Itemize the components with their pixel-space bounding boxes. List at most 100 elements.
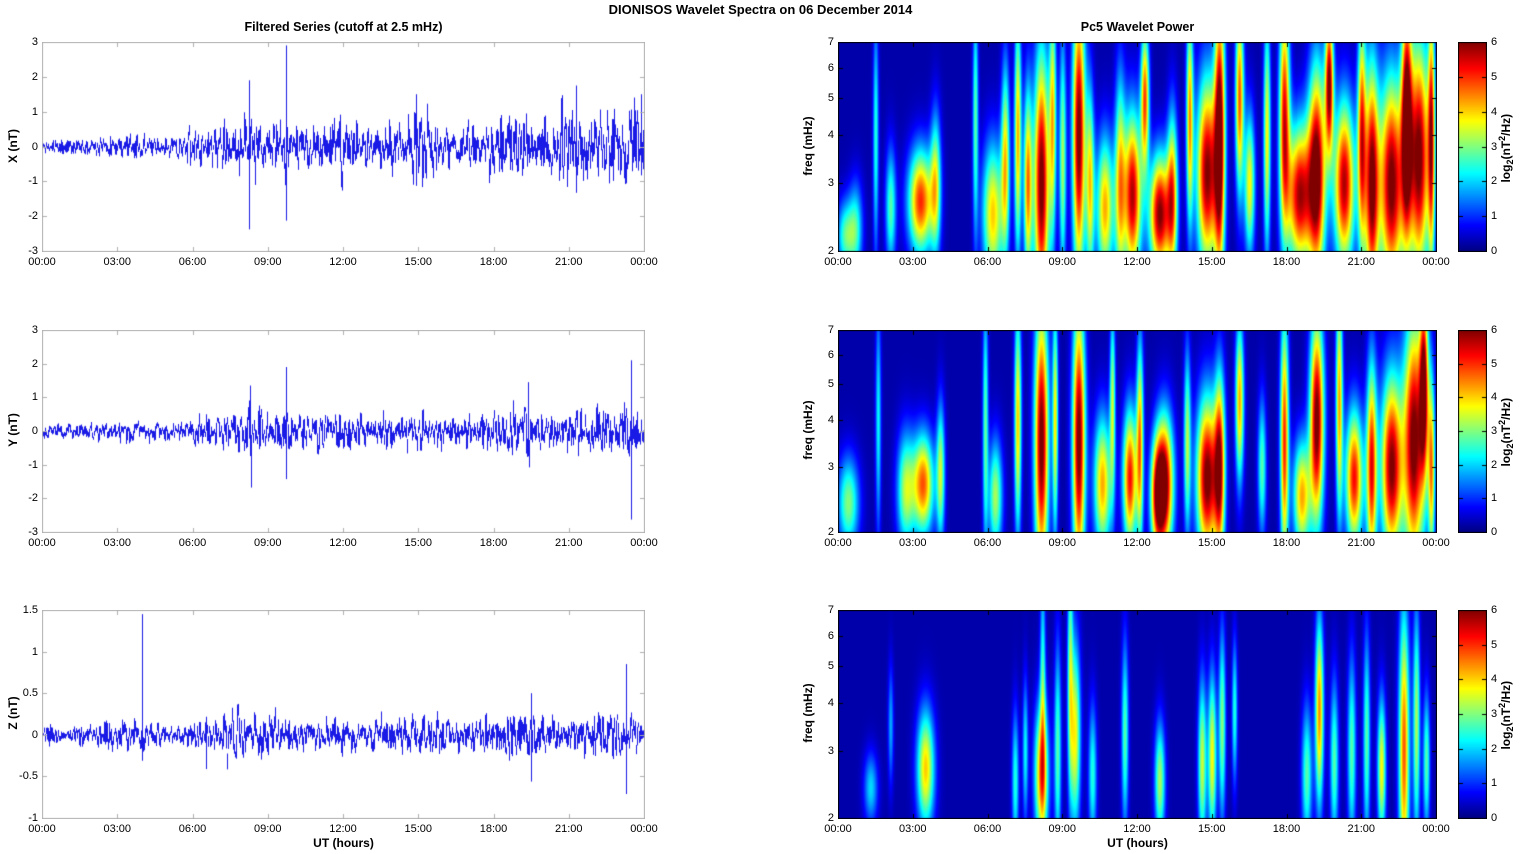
y-tick-label: 2: [827, 245, 834, 257]
x-tick-label: 12:00: [329, 537, 357, 549]
colorbar-tick-label: 1: [1491, 492, 1498, 505]
y-tick-label: 1: [31, 391, 38, 404]
colorbar-label-sub2: 2: [1505, 159, 1516, 165]
x-tick-label: 21:00: [1347, 823, 1376, 835]
x-tick-label: 03:00: [103, 537, 132, 549]
colorbar-tick-label: 5: [1491, 638, 1498, 651]
colorbar-z-canvas: [1458, 610, 1487, 819]
y-tick-label: 4: [827, 696, 834, 709]
y-tick-label: 3: [827, 460, 834, 473]
figure-title: DIONISOS Wavelet Spectra on 06 December …: [608, 2, 913, 17]
x-tick-label: 15:00: [1197, 256, 1226, 268]
x-tick-label: 09:00: [253, 823, 282, 835]
y-tick-label: 6: [827, 629, 834, 642]
x-tick-label: 21:00: [554, 537, 583, 549]
colorbar-tick-label: 1: [1491, 777, 1498, 790]
x-tick-label: 06:00: [178, 537, 207, 549]
timeseries-y-panel: [42, 330, 645, 533]
timeseries-x-panel: [42, 42, 645, 252]
colorbar-x-canvas: [1458, 42, 1487, 252]
y-tick-label: 4: [827, 129, 834, 142]
x-tick-label: 18:00: [1272, 256, 1301, 268]
x-tick-label: 21:00: [1347, 537, 1376, 549]
colorbar-tick-label: 4: [1491, 105, 1498, 118]
y-tick-label: 7: [827, 36, 834, 48]
colorbar-tick-label: 2: [1491, 458, 1498, 471]
spectrogram-x-panel: [838, 42, 1437, 252]
colorbar-tick-label: 6: [1491, 324, 1498, 336]
y-tick-label: 2: [827, 812, 834, 824]
colorbar-tick-label: 4: [1491, 673, 1498, 686]
x-tick-label: 00:00: [1422, 823, 1450, 835]
colorbar-tick-label: 3: [1491, 140, 1498, 153]
colorbar-tick-label: 0: [1491, 526, 1498, 538]
y-tick-label: 0: [31, 140, 38, 153]
y-tick-label: 4: [827, 414, 834, 427]
x-tick-label: 18:00: [479, 256, 508, 268]
y-tick-label: -1: [28, 175, 38, 188]
x-tick-label: 00:00: [630, 256, 658, 268]
y-tick-label: -1: [28, 812, 38, 824]
x-tick-label: 00:00: [28, 537, 56, 549]
x-tick-label: 00:00: [1422, 256, 1450, 268]
y-tick-label: 3: [827, 177, 834, 190]
x-tick-label: 12:00: [329, 256, 357, 268]
colorbar-tick-label: 0: [1491, 245, 1498, 257]
x-tick-label: 00:00: [630, 823, 658, 835]
y-tick-label: 5: [827, 659, 834, 672]
spectrogram-y-panel: [838, 330, 1437, 533]
x-tick-label: 21:00: [1347, 256, 1376, 268]
x-tick-label: 12:00: [329, 823, 357, 835]
y-tick-label: -2: [28, 492, 38, 505]
colorbar-x: [1458, 42, 1487, 252]
x-tick-label: 09:00: [1048, 537, 1077, 549]
x-tick-label: 03:00: [898, 537, 927, 549]
x-tick-label: 00:00: [824, 823, 852, 835]
colorbar-tick-label: 5: [1491, 70, 1498, 83]
colorbar-tick-label: 5: [1491, 357, 1498, 370]
y-tick-label: 3: [31, 36, 38, 48]
colorbar-tick-label: 2: [1491, 742, 1498, 755]
x-tick-label: 18:00: [1272, 537, 1301, 549]
x-tick-label: 03:00: [103, 823, 132, 835]
y-tick-label: 2: [827, 526, 834, 538]
colorbar-label-sub2: 2: [1505, 726, 1516, 732]
y-tick-label: -1: [28, 458, 38, 471]
x-tick-label: 12:00: [1123, 256, 1151, 268]
y-tick-label: 0: [31, 728, 38, 741]
right-column-title: Pc5 Wavelet Power: [1080, 20, 1195, 34]
x-tick-label: 03:00: [898, 823, 927, 835]
y-tick-label: 1: [31, 645, 38, 658]
y-tick-label: -2: [28, 210, 38, 223]
y-tick-label: 6: [827, 61, 834, 74]
y-tick-label: 6: [827, 348, 834, 361]
y-tick-label: 2: [31, 70, 38, 83]
x-tick-label: 18:00: [479, 537, 508, 549]
y-tick-label: -0.5: [19, 770, 38, 783]
x-tick-label: 03:00: [898, 256, 927, 268]
x-tick-label: 12:00: [1123, 537, 1151, 549]
colorbar-y: [1458, 330, 1487, 533]
timeseries-z-canvas: [42, 610, 645, 819]
colorbar-tick-label: 2: [1491, 175, 1498, 188]
timeseries-z-panel: [42, 610, 645, 819]
x-tick-label: 12:00: [1123, 823, 1151, 835]
x-tick-label: 09:00: [253, 256, 282, 268]
x-tick-label: 06:00: [973, 537, 1002, 549]
x-tick-label: 00:00: [824, 256, 852, 268]
y-tick-label: 3: [827, 744, 834, 757]
y-tick-label: 7: [827, 604, 834, 616]
y-tick-label: 3: [31, 324, 38, 336]
timeseries-y-canvas: [42, 330, 645, 533]
x-tick-label: 06:00: [973, 823, 1002, 835]
x-axis-label-right: UT (hours): [1107, 836, 1168, 850]
left-column-title: Filtered Series (cutoff at 2.5 mHz): [244, 20, 443, 34]
colorbar-label-sub2: 2: [1505, 443, 1516, 449]
x-tick-label: 15:00: [404, 256, 433, 268]
x-tick-label: 00:00: [1422, 537, 1450, 549]
x-tick-label: 09:00: [253, 537, 282, 549]
spectrogram-z-canvas: [838, 610, 1437, 819]
x-tick-label: 15:00: [1197, 823, 1226, 835]
x-tick-label: 00:00: [28, 823, 56, 835]
